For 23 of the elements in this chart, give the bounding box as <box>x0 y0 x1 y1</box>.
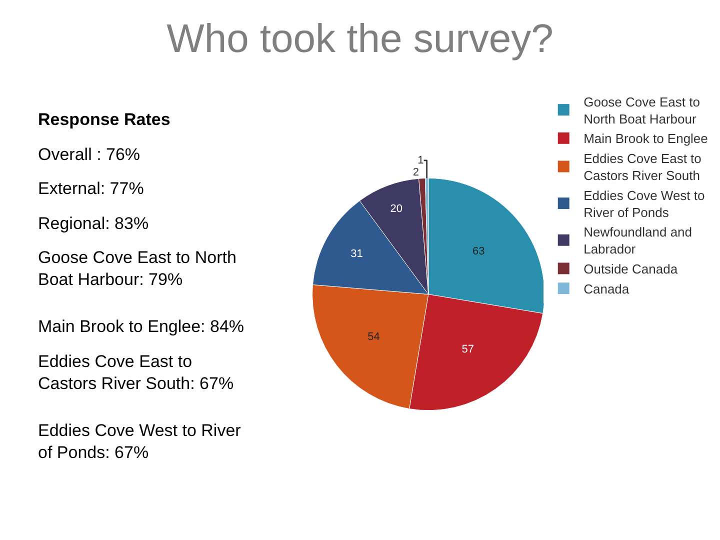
chart-title: Who took the survey? <box>166 16 554 61</box>
legend-label: Main Brook to Englee <box>584 131 708 146</box>
text: Overall : 76% <box>38 145 140 164</box>
legend-label: Newfoundland and Labrador <box>584 224 692 257</box>
legend-label: Eddies Cove West to River of Ponds <box>584 188 705 220</box>
legend-label: Outside Canada <box>584 262 678 277</box>
text: Main Brook to Englee: 84% <box>38 317 244 336</box>
text: External: 77% <box>38 179 144 198</box>
data-label: 20 <box>390 202 403 215</box>
data-label: 63 <box>472 246 485 258</box>
data-label: 1 <box>418 154 424 166</box>
legend-label: Canada <box>584 281 630 296</box>
data-label: 57 <box>462 344 474 356</box>
text: Goose Cove East to North Boat Harbour: 79% <box>38 248 236 290</box>
data-label: 31 <box>350 248 363 260</box>
legend-label: Goose Cove East to North Boat Harbour <box>584 94 700 126</box>
data-label: 2 <box>412 166 420 178</box>
text: Eddies Cove East to Castors River South: 67% <box>38 352 234 394</box>
data-label: 54 <box>368 330 380 343</box>
text: Regional: 83% <box>38 214 149 233</box>
text: Eddies Cove West to River of Ponds: 67% <box>38 421 242 462</box>
text: Response Rates <box>38 110 170 129</box>
legend-label: Eddies Cove East to Castors River South <box>584 151 702 184</box>
